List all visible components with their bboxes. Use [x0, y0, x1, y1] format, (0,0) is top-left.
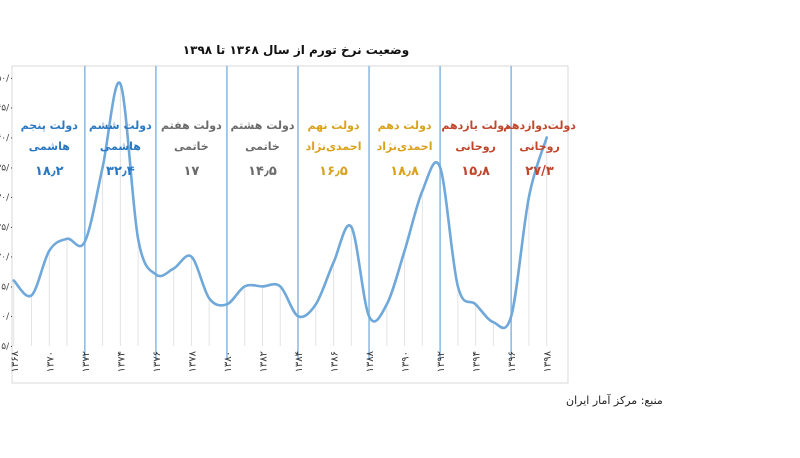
- period-average-value: ۱۶٫۵: [319, 164, 348, 179]
- chart-title: وضعیت نرخ تورم از سال ۱۳۶۸ تا ۱۳۹۸: [183, 43, 409, 58]
- y-axis-ticks: ۵/۰ ۱۰/۰ ۱۵/۰ ۲۰/۰ ۲۵/۰ ۳۰/۰ ۳۵/۰ ۴۰/۰ ۴۵/۰ ۵۰/۰: [0, 74, 14, 352]
- period-leader: هاشمی: [100, 140, 141, 153]
- x-tick-label: ۱۳۸۶: [330, 351, 341, 372]
- inflation-series-line: [12, 81, 548, 330]
- period-leader: خاتمی: [174, 140, 209, 153]
- y-tick-label: ۳۰/۰: [0, 193, 14, 203]
- period-average-value: ۱۷: [183, 164, 199, 179]
- period-average-value: ۲۷/۳: [525, 164, 554, 179]
- x-tick-label: ۱۳۷۶: [152, 351, 163, 372]
- y-tick-label: ۳۵/۰: [0, 163, 14, 173]
- period-average-value: ۱۸٫۲: [35, 164, 64, 179]
- period-name: دولت پنجم: [21, 119, 79, 132]
- period-name: دولت هفتم: [161, 119, 222, 132]
- x-tick-label: ۱۳۷۴: [116, 351, 127, 372]
- x-tick-label: ۱۳۹۶: [507, 351, 518, 372]
- period-average-value: ۱۸٫۸: [390, 164, 419, 179]
- x-tick-label: ۱۳۹۲: [436, 351, 447, 372]
- period-average-value: ۱۴٫۵: [248, 164, 277, 179]
- y-tick-label: ۵۰/۰: [0, 74, 14, 84]
- x-tick-label: ۱۳۷۸: [187, 350, 198, 372]
- period-leader: هاشمی: [29, 140, 70, 153]
- period-leader: خاتمی: [245, 140, 280, 153]
- x-tick-label: ۱۳۸۸: [365, 350, 376, 372]
- period-name: دولت دهم: [378, 119, 432, 132]
- period-name: دولت نهم: [307, 119, 359, 132]
- period-average-value: ۳۲٫۴: [106, 164, 135, 179]
- period-labels: دولت پنجم هاشمی ۱۸٫۲ دولت ششم هاشمی ۳۲٫۴ دولت …: [21, 119, 577, 179]
- chart-source: منبع: مرکز آمار ایران: [566, 393, 663, 407]
- y-tick-label: ۲۵/۰: [0, 223, 14, 233]
- y-tick-label: ۱۵/۰: [0, 282, 14, 292]
- x-tick-label: ۱۳۷۲: [81, 351, 92, 372]
- y-tick-label: ۱۰/۰: [0, 312, 14, 322]
- y-tick-label: ۴۰/۰: [0, 133, 14, 143]
- x-tick-label: ۱۳۹۰: [401, 351, 412, 372]
- x-tick-label: ۱۳۸۰: [223, 351, 234, 372]
- period-leader: احمدی‌نژاد: [306, 140, 362, 153]
- period-average-value: ۱۵٫۸: [461, 164, 490, 179]
- x-tick-label: ۱۳۹۸: [543, 350, 554, 372]
- y-tick-label: ۲۰/۰: [0, 253, 14, 263]
- period-name: دولت هشتم: [230, 119, 294, 132]
- period-name: دولت ششم: [89, 119, 152, 132]
- plot-frame: [11, 65, 569, 384]
- x-axis-ticks: ۱۳۶۸ ۱۳۷۰ ۱۳۷۲ ۱۳۷۴ ۱۳۷۶ ۱۳۷۸ ۱۳۸۰ ۱۳۸۲ ۱۳۸۴ ۱۳۸۶…: [10, 350, 554, 372]
- x-tick-label: ۱۳۸۲: [258, 351, 269, 372]
- y-tick-label: ۵/۰: [1, 342, 14, 352]
- y-tick-label: ۴۵/۰: [0, 104, 14, 114]
- period-leader: روحانی: [519, 140, 560, 153]
- period-leader: احمدی‌نژاد: [377, 140, 433, 153]
- x-tick-label: ۱۳۹۴: [472, 351, 483, 372]
- period-name: دولت یازدهم: [441, 119, 510, 132]
- period-leader: روحانی: [455, 140, 496, 153]
- x-tick-label: ۱۳۷۰: [45, 351, 56, 372]
- x-tick-label: ۱۳۶۸: [10, 350, 21, 372]
- x-tick-label: ۱۳۸۴: [294, 351, 305, 372]
- period-name: دولت‌دوازدهم: [503, 119, 576, 132]
